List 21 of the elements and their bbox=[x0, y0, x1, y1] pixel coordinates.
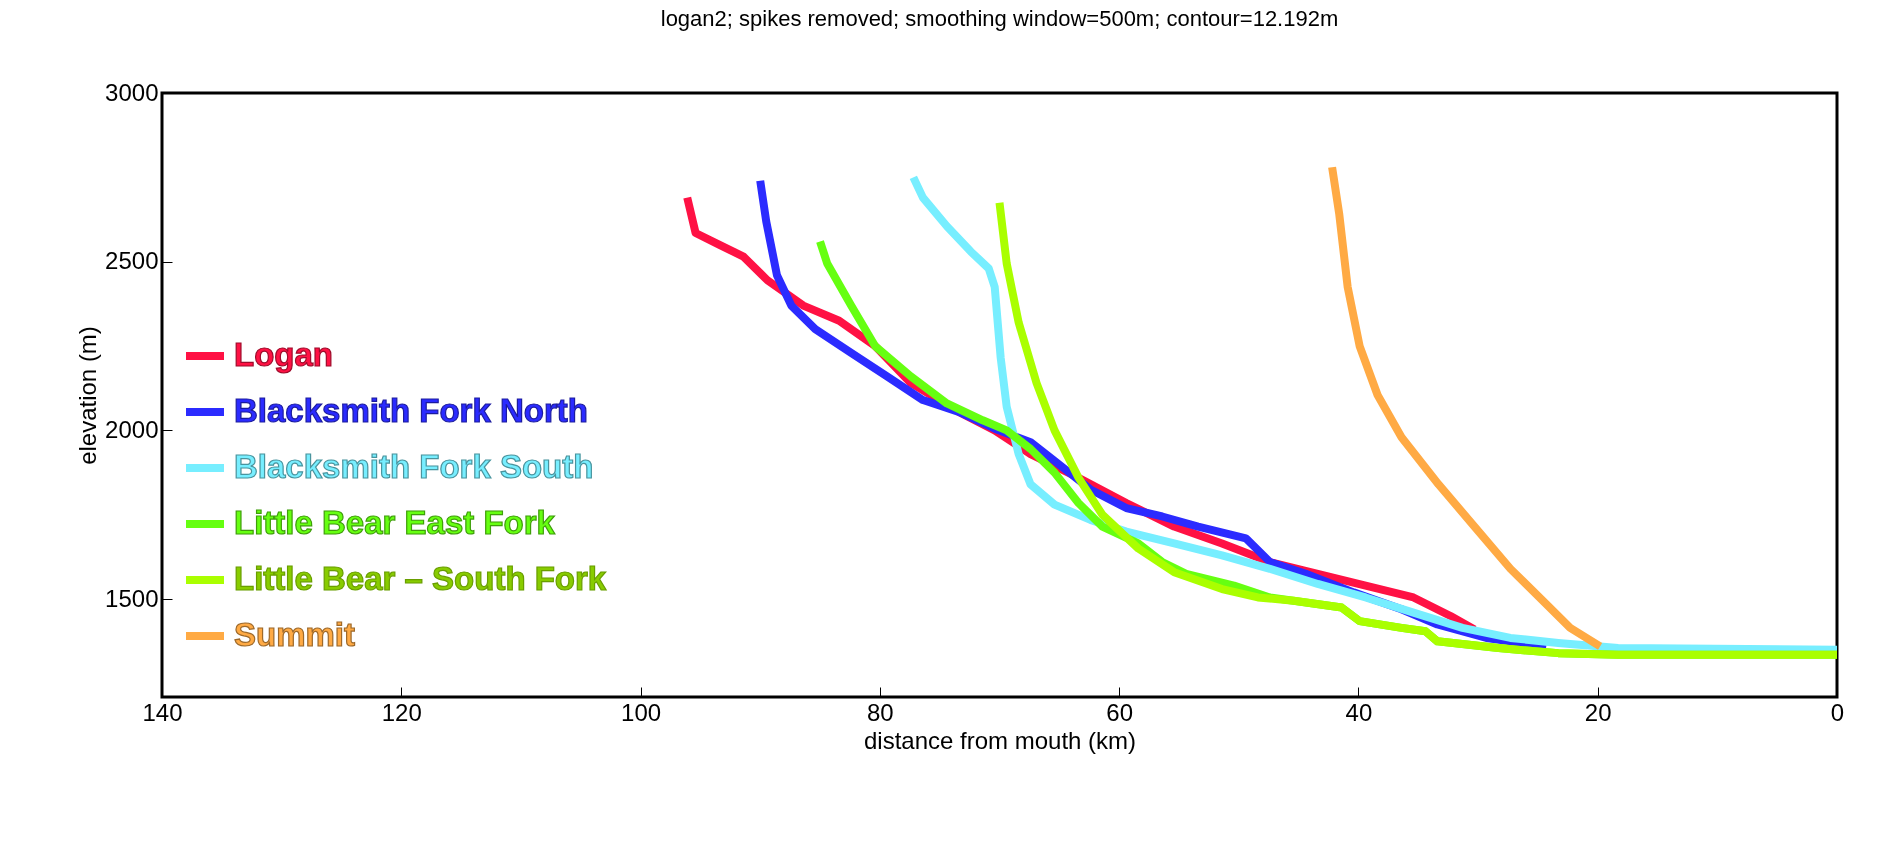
legend-label: Summit bbox=[234, 616, 356, 653]
legend-label: Blacksmith Fork North bbox=[234, 392, 588, 429]
legend-label: Logan bbox=[234, 336, 333, 373]
x-axis-title: distance from mouth (km) bbox=[863, 726, 1137, 754]
x-tick-label: 140 bbox=[142, 698, 183, 726]
x-tick-label: 20 bbox=[1584, 698, 1612, 726]
x-tick-label: 40 bbox=[1345, 698, 1373, 726]
legend-label: Little Bear East Fork bbox=[234, 504, 556, 541]
x-tick-label: 0 bbox=[1830, 698, 1845, 726]
chart-title: logan2; spikes removed; smoothing window=500m; contour=12.192m bbox=[660, 6, 1339, 31]
y-tick-label: 2500 bbox=[105, 247, 159, 275]
y-axis-title: elevation (m) bbox=[74, 326, 102, 465]
y-tick-label: 2000 bbox=[105, 415, 159, 443]
x-tick-label: 120 bbox=[381, 698, 422, 726]
x-tick-label: 100 bbox=[621, 698, 662, 726]
legend-label: Little Bear – South Fork bbox=[234, 560, 607, 597]
x-tick-label: 60 bbox=[1106, 698, 1133, 726]
legend-label: Blacksmith Fork South bbox=[234, 448, 594, 485]
x-tick-label: 80 bbox=[867, 698, 894, 726]
y-tick-label: 3000 bbox=[105, 78, 159, 106]
y-tick-label: 1500 bbox=[105, 584, 159, 612]
